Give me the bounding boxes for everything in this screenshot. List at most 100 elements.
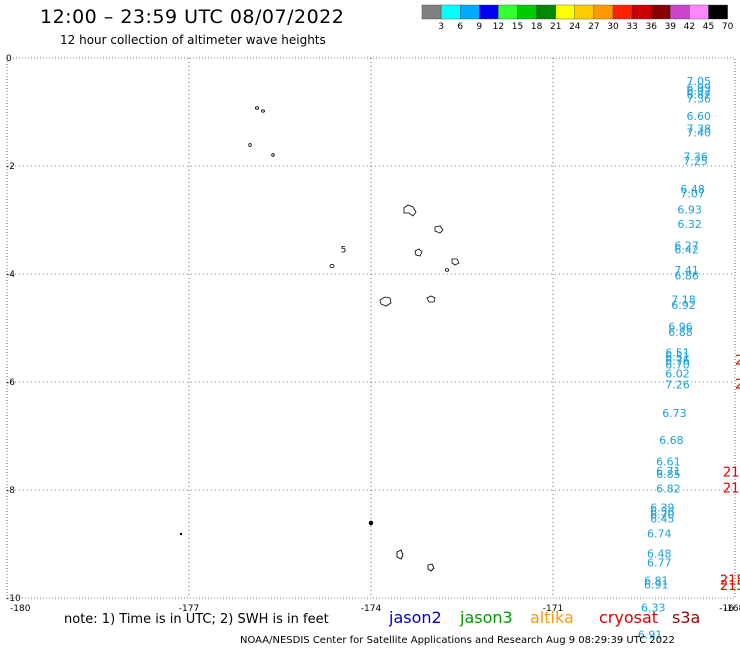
swh-label: 6.02 — [665, 368, 690, 381]
swh-label: 7.38 — [686, 123, 711, 136]
island — [444, 268, 449, 272]
swh-label: 6.42 — [674, 243, 699, 256]
color-scale-label: 21 — [550, 22, 561, 32]
swh-label: 7.07 — [680, 187, 705, 200]
swh-label: 7.25 — [683, 155, 708, 168]
swh-label: 6.51 — [665, 347, 690, 360]
color-scale-label: 9 — [476, 22, 482, 32]
swh-label: 7.26 — [665, 378, 690, 391]
axis-tick-labels: -180 -177 -174 -171 -168-16 0 -2 -4 -6 -8 -10 — [6, 54, 740, 614]
swh-label: 6.76 — [665, 355, 690, 368]
legend-s3a: s3a — [672, 608, 701, 627]
island-outlines — [179, 106, 460, 572]
island-label: 5 — [341, 245, 347, 255]
swh-label: 6.70 — [650, 509, 675, 522]
color-scale-label: 18 — [531, 22, 543, 32]
swh-label: 6.99 — [686, 81, 711, 94]
island — [329, 263, 335, 268]
chart-subtitle: 12 hour collection of altimeter wave hei… — [60, 33, 326, 47]
swh-label: 6.88 — [668, 326, 693, 339]
swh-label: 6.48 — [647, 548, 672, 561]
color-scale-label: 27 — [588, 22, 599, 32]
color-scale-label: 39 — [665, 22, 677, 32]
y-tick-label: -2 — [6, 162, 15, 172]
color-scale-label: 42 — [684, 22, 695, 32]
island — [379, 296, 392, 307]
pass-label: 2150 — [723, 482, 740, 497]
grid-lines — [7, 58, 735, 598]
swh-label: 6.39 — [650, 502, 675, 515]
swh-label: 6.81 — [644, 575, 669, 588]
color-scale-label: 36 — [645, 22, 657, 32]
island — [271, 153, 275, 157]
x-tick-label: -168 — [724, 604, 740, 614]
swh-label: 6.32 — [677, 218, 702, 231]
x-tick-label: -177 — [179, 604, 199, 614]
island — [414, 248, 423, 257]
swh-label: 6.92 — [671, 299, 696, 312]
swh-label: 6.61 — [656, 456, 681, 469]
swh-label: 6.82 — [656, 483, 681, 496]
swh-label: 6.91 — [638, 629, 663, 642]
swh-label: 6.70 — [665, 359, 690, 372]
swh-label: 6.60 — [686, 110, 711, 123]
y-tick-label: -10 — [6, 594, 21, 604]
swh-label: 6.85 — [656, 468, 681, 481]
island — [179, 532, 183, 536]
legend-altika: altika — [530, 608, 574, 627]
legend-jason2: jason2 — [389, 608, 442, 627]
color-scale-swatch — [708, 4, 728, 20]
island — [426, 295, 436, 303]
swh-label: 6.92 — [686, 85, 711, 98]
swh-label: 7.36 — [686, 92, 711, 105]
swh-label: 6.93 — [677, 204, 702, 217]
color-scale-label: 12 — [493, 22, 504, 32]
island — [261, 109, 265, 113]
color-scale-label: 3 — [438, 22, 444, 32]
pass-label: 2150 — [735, 354, 740, 369]
swh-label: 6.48 — [680, 183, 705, 196]
swh-label: 6.87 — [686, 89, 711, 102]
swh-label: 6.86 — [674, 269, 699, 282]
wave-height-observations: 7.056.996.926.877.366.607.387.407.367.25… — [638, 75, 711, 642]
swh-label: 6.91 — [644, 578, 669, 591]
swh-label: 6.56 — [650, 505, 675, 518]
color-scale-label: 45 — [703, 22, 714, 32]
y-tick-label: -4 — [6, 270, 15, 280]
island — [434, 225, 444, 234]
color-scale-label: 6 — [457, 22, 463, 32]
swh-label: 7.05 — [686, 75, 711, 88]
swh-label: 6.71 — [656, 465, 681, 478]
footer-credit: NOAA/NESDIS Center for Satellite Applica… — [240, 635, 675, 646]
swh-label: 7.36 — [683, 151, 708, 164]
x-tick-label: -174 — [361, 604, 382, 614]
color-scale-label: 24 — [569, 22, 581, 32]
swh-label: 6.77 — [647, 557, 672, 570]
legend-jason3: jason3 — [460, 608, 513, 627]
island — [254, 106, 259, 110]
island — [403, 204, 417, 217]
island — [451, 258, 460, 266]
swh-label: 6.33 — [641, 602, 666, 615]
x-tick-label: -171 — [543, 604, 563, 614]
swh-label: 6.74 — [647, 528, 672, 541]
chart-title: 12:00 – 23:59 UTC 08/07/2022 — [40, 6, 345, 28]
swh-label: 6.27 — [674, 240, 699, 253]
island-labels: 5 — [341, 245, 347, 255]
y-tick-label: -6 — [6, 378, 15, 388]
swh-label: 7.18 — [671, 294, 696, 307]
color-scale-label: 30 — [607, 22, 619, 32]
island — [248, 143, 252, 147]
island — [427, 563, 435, 572]
swh-label: 7.41 — [674, 264, 699, 277]
color-scale-label: 15 — [512, 22, 523, 32]
y-tick-label: -8 — [6, 486, 15, 496]
x-tick-label: -16 — [719, 604, 734, 614]
x-tick-label: -180 — [10, 604, 31, 614]
pass-label: 2150 — [735, 377, 740, 392]
swh-label: 6.45 — [650, 512, 675, 525]
color-scale-label: 70 — [722, 22, 734, 32]
pass-number-labels: 2148214821482148214821492150215021502150… — [720, 354, 740, 594]
footer-note: note: 1) Time is in UTC; 2) SWH is in fe… — [64, 612, 329, 627]
